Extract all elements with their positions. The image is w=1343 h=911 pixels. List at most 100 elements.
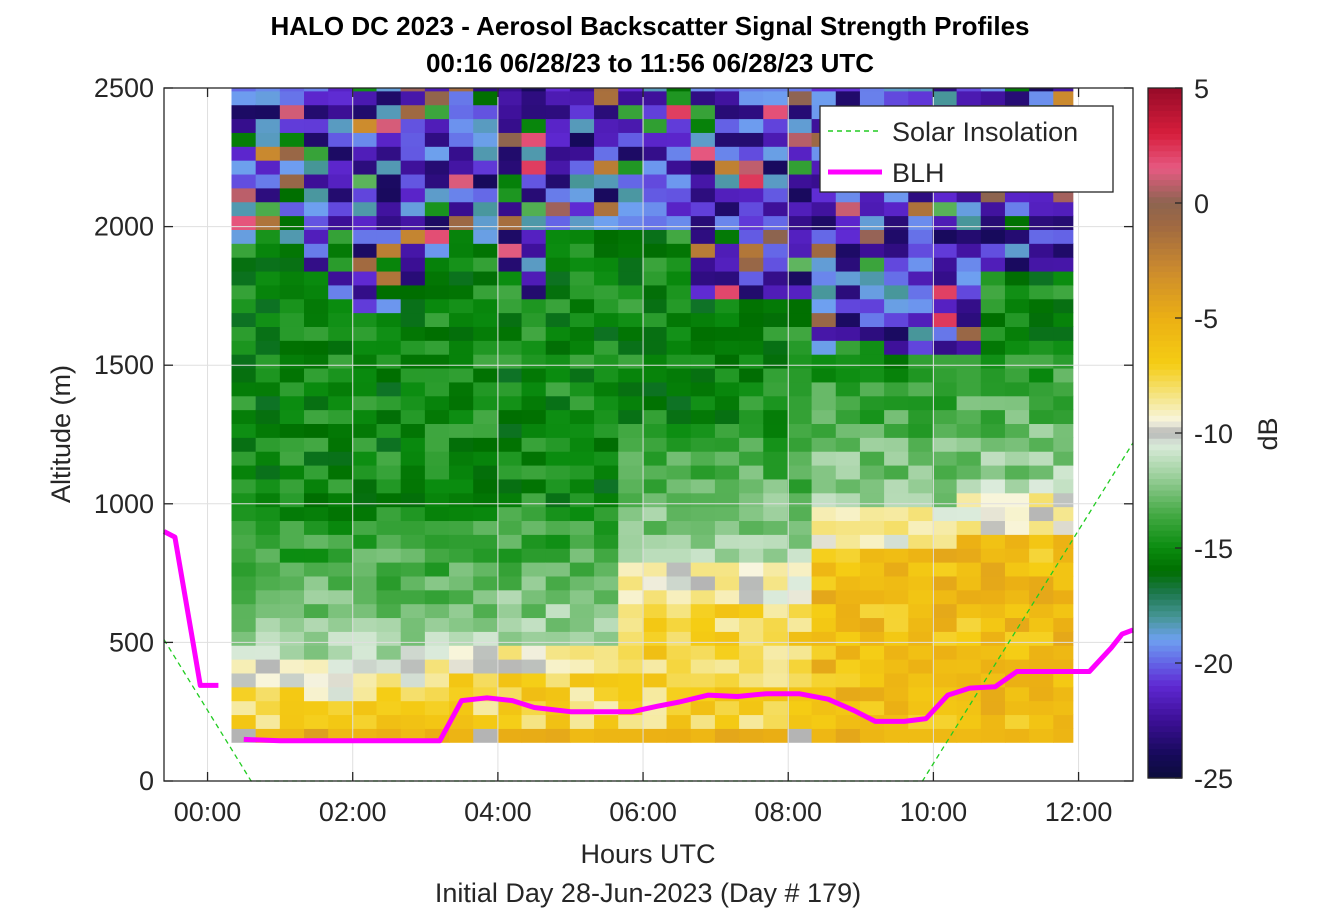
heatmap-cell	[400, 464, 426, 480]
heatmap-cell	[328, 284, 353, 300]
heatmap-cell	[376, 381, 402, 397]
heatmap-cell	[884, 520, 909, 535]
heatmap-cell	[811, 409, 837, 425]
heatmap-cell	[859, 395, 885, 411]
heatmap-cell	[352, 118, 378, 133]
heatmap-cell	[980, 257, 1006, 272]
heatmap-cell	[908, 478, 934, 494]
heatmap-cell	[424, 187, 450, 203]
heatmap-cell	[569, 132, 595, 147]
heatmap-cell	[328, 243, 353, 258]
heatmap-cell	[666, 492, 692, 508]
colorbar-cell	[1148, 116, 1182, 124]
heatmap-cell	[739, 284, 764, 300]
heatmap-cell	[255, 520, 281, 535]
heatmap-cell	[763, 312, 789, 327]
heatmap-cell	[884, 575, 909, 591]
heatmap-cell	[424, 548, 450, 563]
heatmap-cell	[787, 562, 813, 577]
heatmap-cell	[473, 104, 498, 120]
heatmap-cell	[328, 464, 353, 480]
heatmap-cell	[473, 160, 498, 175]
heatmap-cell	[376, 215, 402, 230]
heatmap-cell	[545, 534, 571, 549]
heatmap-cell	[521, 298, 547, 314]
heatmap-cell	[932, 437, 958, 452]
heatmap-cell	[449, 534, 474, 549]
heatmap-cell	[835, 645, 861, 660]
colorbar-cell	[1148, 691, 1182, 699]
heatmap-cell	[521, 714, 547, 729]
colorbar-cell	[1148, 283, 1182, 290]
heatmap-cell	[908, 340, 934, 355]
heatmap-cell	[642, 312, 668, 327]
colorbar-cell	[1148, 645, 1182, 653]
heatmap-cell	[787, 354, 813, 369]
heatmap-cell	[618, 173, 643, 189]
heatmap-cell	[569, 229, 595, 244]
heatmap-cell	[473, 381, 498, 397]
heatmap-cell	[569, 548, 595, 563]
heatmap-cell	[932, 562, 958, 577]
heatmap-cell	[328, 631, 353, 646]
heatmap-cell	[1029, 700, 1054, 716]
heatmap-cell	[304, 645, 329, 660]
heatmap-cell	[1004, 298, 1030, 314]
heatmap-cell	[594, 312, 619, 327]
heatmap-cell	[618, 437, 643, 452]
heatmap-cell	[714, 340, 740, 355]
heatmap-cell	[352, 603, 378, 619]
heatmap-cell	[1004, 700, 1030, 716]
heatmap-cell	[908, 617, 934, 632]
heatmap-cell	[473, 367, 498, 383]
heatmap-cell	[231, 617, 257, 632]
heatmap-cell	[231, 672, 257, 688]
heatmap-cell	[690, 437, 716, 452]
colorbar-cell	[1148, 697, 1182, 704]
heatmap-cell	[231, 575, 257, 591]
heatmap-cell	[1029, 215, 1054, 230]
heatmap-cell	[714, 132, 740, 147]
heatmap-cell	[424, 672, 450, 688]
heatmap-cell	[835, 659, 861, 674]
heatmap-cell	[980, 506, 1006, 522]
heatmap-cell	[255, 243, 281, 258]
heatmap-cell	[279, 409, 305, 425]
heatmap-cell	[787, 492, 813, 508]
heatmap-cell	[690, 492, 716, 508]
heatmap-cell	[376, 672, 402, 688]
heatmap-cell	[521, 492, 547, 508]
heatmap-cell	[690, 617, 716, 632]
heatmap-cell	[1053, 270, 1074, 286]
heatmap-cell	[279, 132, 305, 147]
heatmap-cell	[545, 478, 571, 494]
heatmap-cell	[424, 478, 450, 494]
heatmap-cell	[497, 187, 523, 203]
heatmap-cell	[497, 312, 523, 327]
heatmap-cell	[255, 659, 281, 674]
heatmap-cell	[980, 478, 1006, 494]
heatmap-cell	[449, 548, 474, 563]
heatmap-cell	[618, 714, 643, 729]
heatmap-cell	[569, 326, 595, 341]
heatmap-cell	[1029, 672, 1054, 688]
heatmap-cell	[545, 173, 571, 189]
heatmap-cell	[304, 132, 329, 147]
heatmap-cell	[956, 409, 982, 425]
heatmap-cell	[811, 284, 837, 300]
heatmap-cell	[376, 645, 402, 660]
heatmap-cell	[1004, 229, 1030, 244]
heatmap-cell	[545, 326, 571, 341]
heatmap-cell	[811, 423, 837, 438]
heatmap-cell	[980, 381, 1006, 397]
heatmap-cell	[594, 575, 619, 591]
heatmap-cell	[255, 381, 281, 397]
heatmap-cell	[231, 146, 257, 161]
heatmap-cell	[497, 672, 523, 688]
heatmap-cell	[956, 575, 982, 591]
heatmap-cell	[569, 562, 595, 577]
heatmap-cell	[908, 686, 934, 702]
heatmap-cell	[908, 229, 934, 244]
heatmap-cell	[255, 340, 281, 355]
heatmap-cell	[376, 714, 402, 729]
